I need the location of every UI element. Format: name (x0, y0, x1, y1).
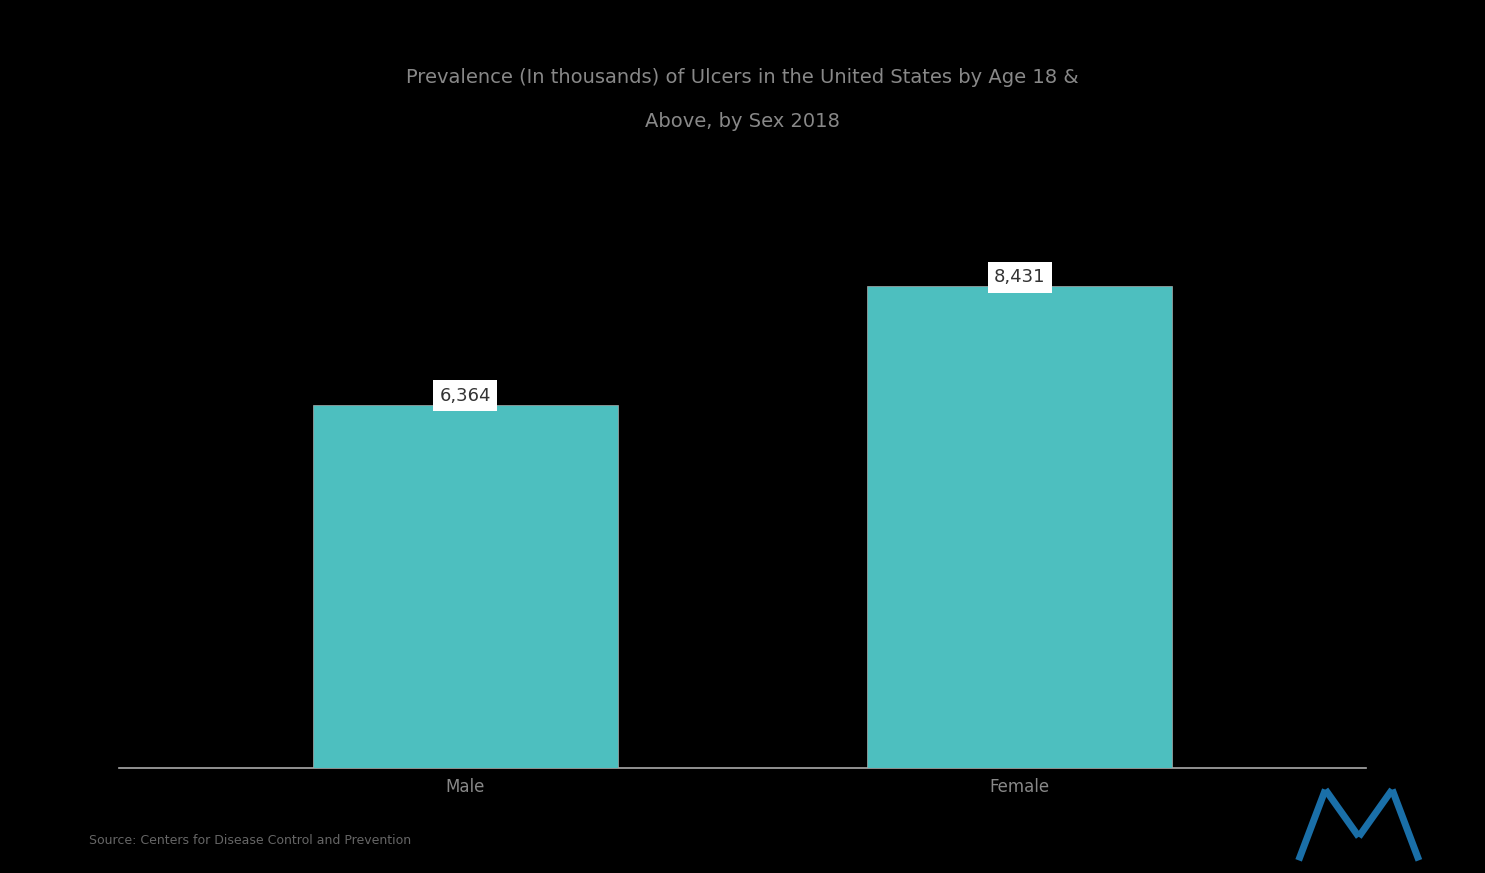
Bar (313, 404, 618, 768)
Text: Source: Centers for Disease Control and Prevention: Source: Centers for Disease Control and … (89, 834, 411, 847)
Text: 8,431: 8,431 (993, 269, 1045, 286)
Text: 6,364: 6,364 (440, 387, 492, 404)
Text: Prevalence (In thousands) of Ulcers in the United States by Age 18 &: Prevalence (In thousands) of Ulcers in t… (407, 68, 1078, 87)
Bar (867, 286, 1172, 768)
Text: Above, by Sex 2018: Above, by Sex 2018 (644, 112, 841, 131)
